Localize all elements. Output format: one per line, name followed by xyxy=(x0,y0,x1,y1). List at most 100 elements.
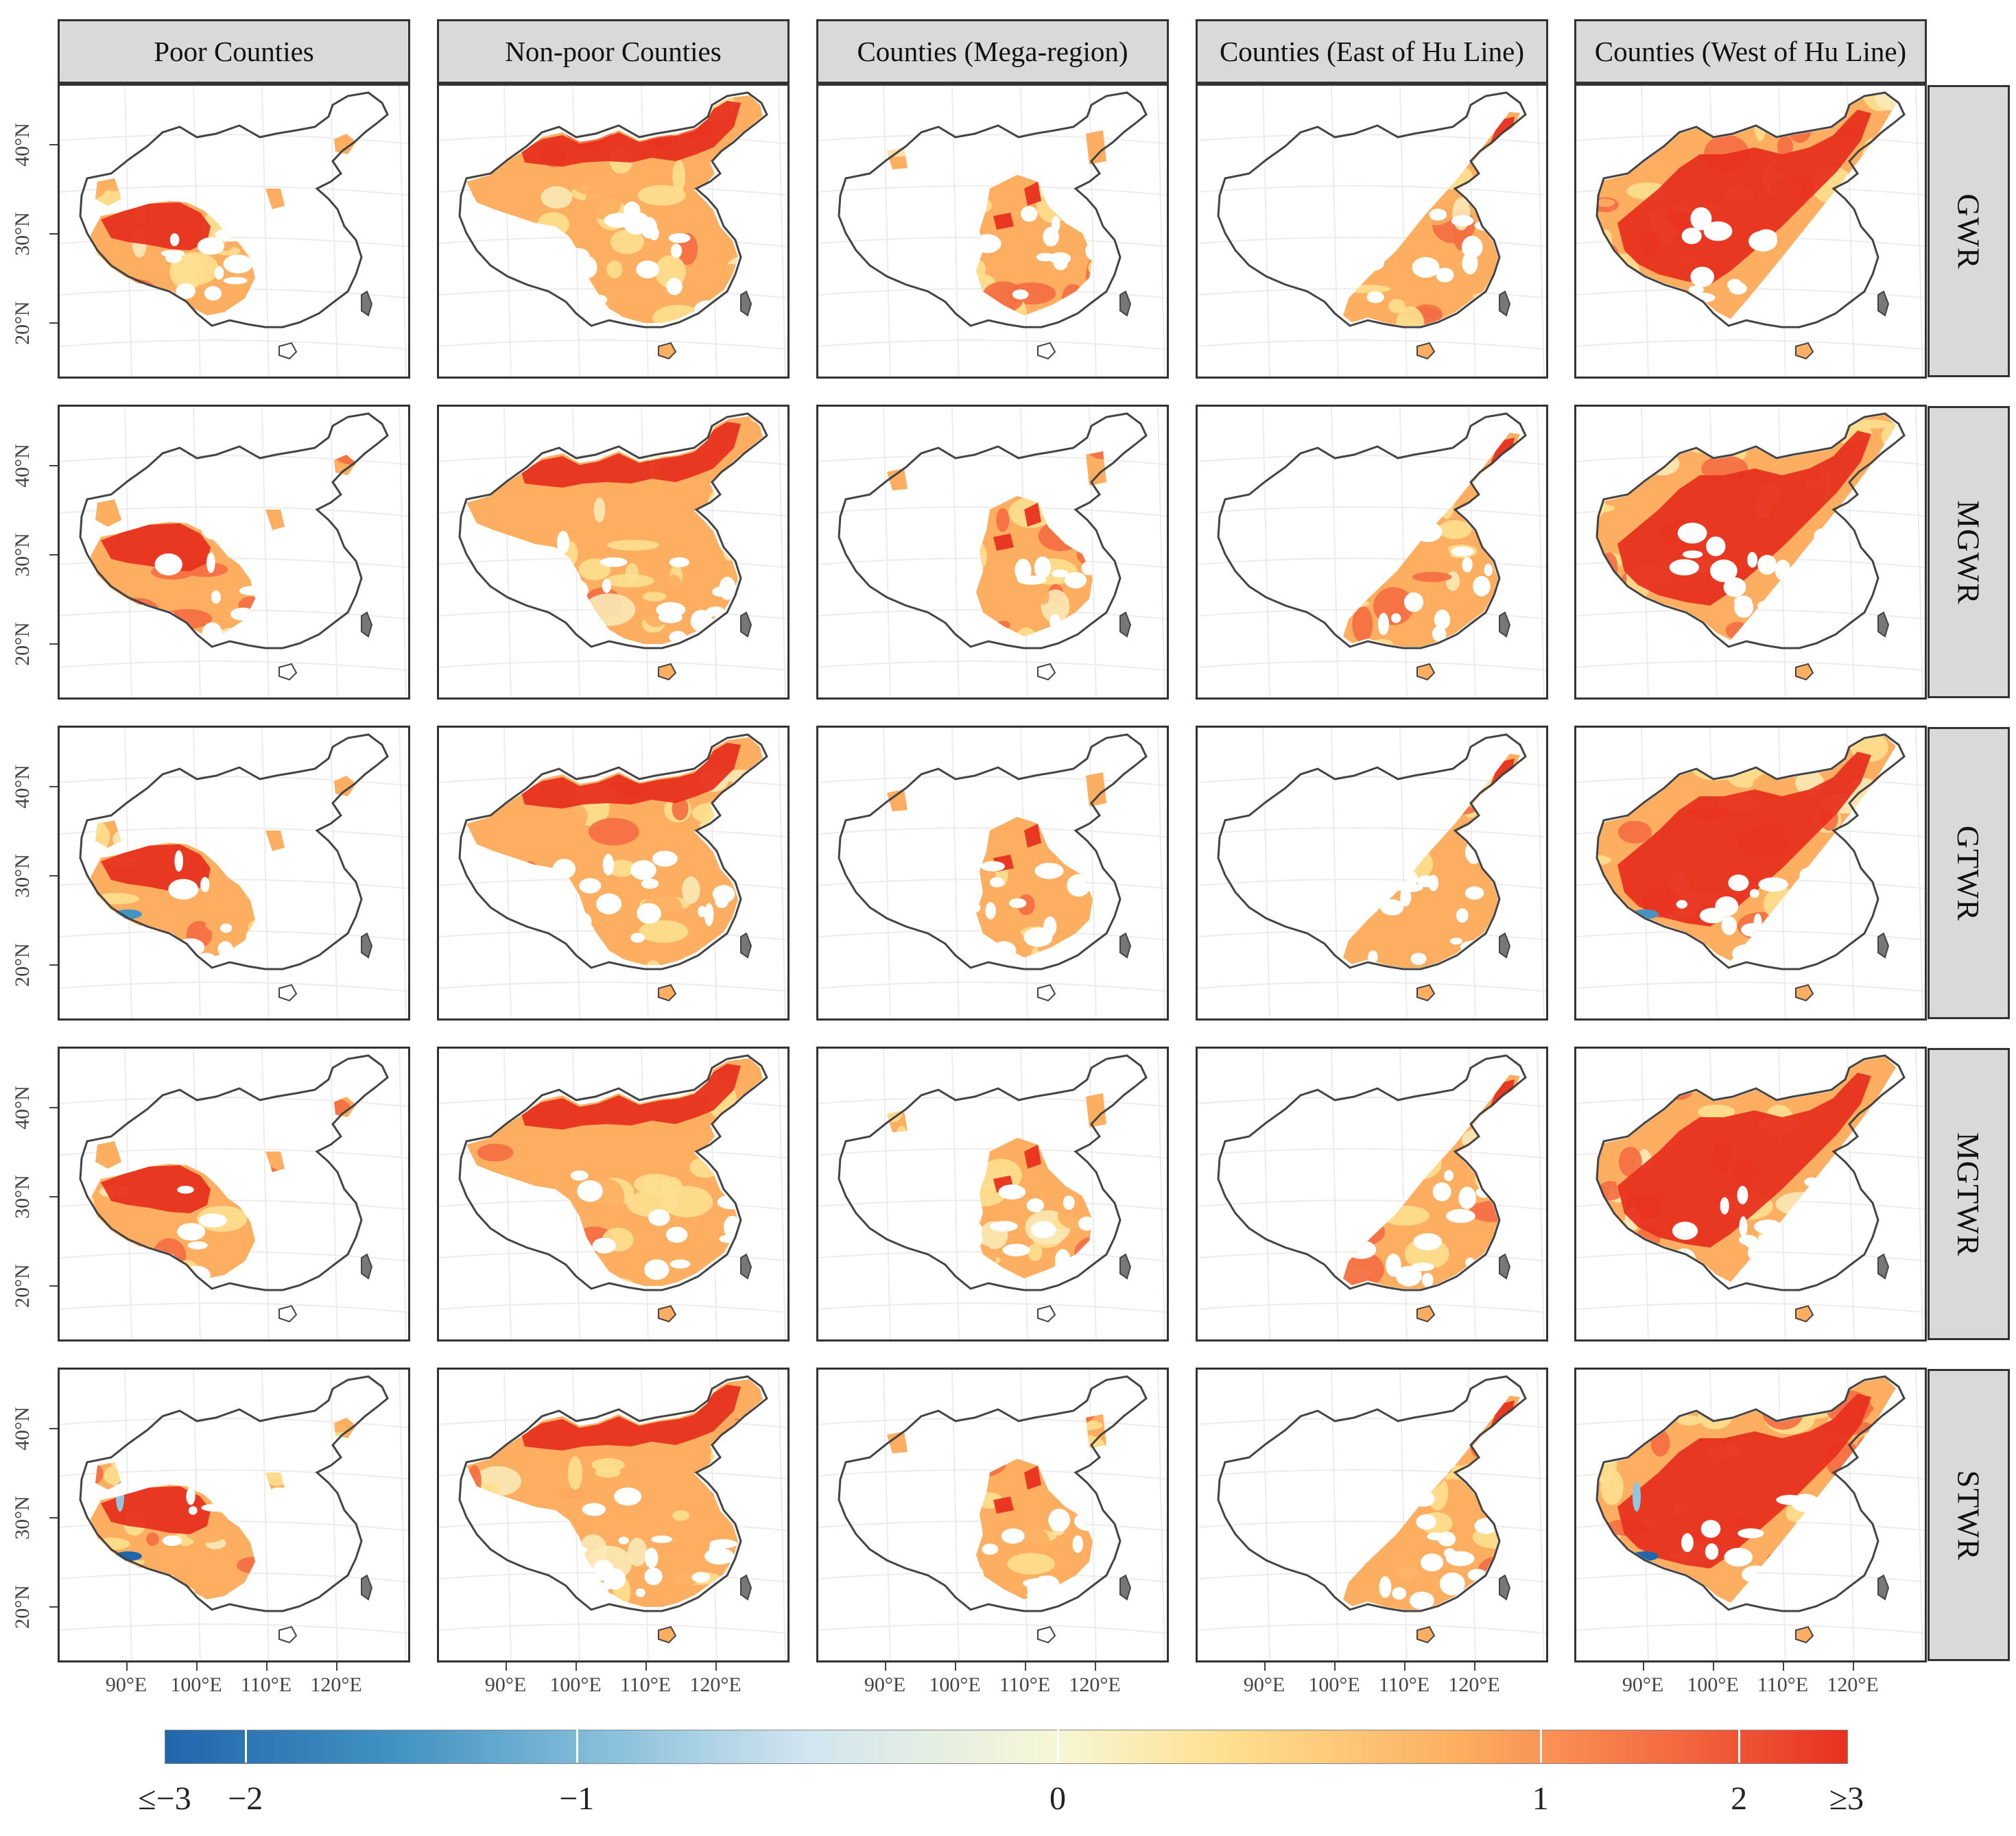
taiwan-island xyxy=(361,1574,373,1601)
x-tick xyxy=(336,1662,337,1671)
hainan-island xyxy=(1037,983,1056,1002)
china-outline xyxy=(1596,733,1906,970)
coefficient-fill xyxy=(91,776,356,957)
map-panel-stwr-2 xyxy=(437,1368,790,1662)
taiwan-island xyxy=(1119,290,1132,317)
hainan-island xyxy=(1416,342,1436,360)
x-axis-label: 110°E xyxy=(1757,1673,1809,1696)
hainan-island xyxy=(1795,663,1814,681)
colorbar-tick xyxy=(1738,1730,1741,1763)
coefficient-fill xyxy=(1598,94,1896,319)
coefficient-fill xyxy=(887,451,1106,636)
colorbar-label: 0 xyxy=(1049,1780,1066,1817)
graticule xyxy=(1198,407,1546,698)
coefficient-fill xyxy=(887,130,1106,315)
china-outline xyxy=(458,91,768,329)
map-panel-stwr-1 xyxy=(58,1368,410,1662)
x-axis-label: 110°E xyxy=(619,1673,672,1696)
map-panel-mgtwr-4 xyxy=(1196,1047,1548,1342)
map-panel-gtwr-3 xyxy=(816,726,1169,1021)
row-header-mgwr: MGWR xyxy=(1928,406,2010,698)
colorbar-tick xyxy=(576,1730,578,1763)
taiwan-island xyxy=(740,1574,752,1601)
china-outline xyxy=(838,1054,1148,1291)
y-axis-label: 40°N xyxy=(11,1086,34,1130)
map-panel-gwr-4 xyxy=(1196,84,1548,379)
coefficient-fill xyxy=(91,455,356,636)
graticule xyxy=(818,86,1167,377)
y-tick xyxy=(49,1285,58,1287)
y-axis-label: 30°N xyxy=(11,533,34,577)
coefficient-fill xyxy=(466,1058,763,1286)
china-outline xyxy=(1596,1375,1906,1612)
taiwan-island xyxy=(740,932,752,959)
coefficient-fill xyxy=(1343,433,1520,647)
hainan-island xyxy=(1416,663,1436,681)
taiwan-island xyxy=(740,290,752,317)
china-outline xyxy=(458,1054,768,1291)
coefficient-fill xyxy=(887,1414,1106,1599)
x-axis-label: 90°E xyxy=(484,1673,527,1696)
hainan-island xyxy=(1416,1625,1436,1644)
x-tick xyxy=(1025,1662,1026,1671)
x-axis-label: 90°E xyxy=(1243,1673,1285,1696)
map-panel-gwr-2 xyxy=(437,84,790,379)
hainan-island xyxy=(278,983,298,1002)
hainan-island xyxy=(658,983,677,1002)
graticule xyxy=(60,407,408,698)
x-tick xyxy=(1264,1662,1266,1671)
graticule xyxy=(1198,1049,1546,1339)
y-tick xyxy=(49,1107,58,1108)
taiwan-island xyxy=(1877,1253,1890,1280)
y-axis-label: 20°N xyxy=(11,622,34,666)
y-axis-label: 20°N xyxy=(11,301,34,345)
y-axis-label: 40°N xyxy=(11,123,34,167)
y-axis-label: 40°N xyxy=(11,444,34,488)
colorbar-label: ≥3 xyxy=(1829,1780,1864,1817)
x-axis-label: 120°E xyxy=(310,1673,362,1696)
china-outline xyxy=(1217,1054,1527,1291)
x-tick xyxy=(1474,1662,1475,1671)
taiwan-island xyxy=(1119,611,1132,638)
x-tick xyxy=(196,1662,198,1671)
map-panel-gwr-1 xyxy=(58,84,410,379)
y-axis-label: 30°N xyxy=(11,212,34,256)
map-panel-gwr-3 xyxy=(816,84,1169,379)
x-axis-label: 120°E xyxy=(1069,1673,1121,1696)
y-tick xyxy=(49,233,58,235)
china-outline xyxy=(79,733,389,970)
coefficient-fill xyxy=(1343,1075,1520,1289)
taiwan-island xyxy=(361,1253,373,1280)
y-tick xyxy=(49,1428,58,1429)
hainan-island xyxy=(1416,1304,1436,1323)
taiwan-island xyxy=(1877,290,1890,317)
hainan-island xyxy=(278,663,298,681)
colorbar-label: −1 xyxy=(559,1780,595,1817)
map-panel-gwr-5 xyxy=(1574,84,1927,379)
china-outline xyxy=(838,1375,1148,1612)
coefficient-fill xyxy=(91,1418,356,1599)
map-panel-gtwr-5 xyxy=(1574,726,1927,1021)
row-header-gwr: GWR xyxy=(1928,85,2010,377)
colorbar-label: ≤−3 xyxy=(138,1780,191,1817)
map-panel-stwr-5 xyxy=(1574,1368,1927,1662)
coefficient-fill xyxy=(1598,736,1896,961)
taiwan-island xyxy=(1119,1574,1132,1601)
hainan-island xyxy=(278,1304,298,1323)
china-outline xyxy=(1596,412,1906,649)
hainan-island xyxy=(658,663,677,681)
taiwan-island xyxy=(1119,932,1132,959)
colorbar-tick xyxy=(1057,1730,1059,1763)
china-outline xyxy=(1217,733,1527,970)
coefficient-fill xyxy=(1598,415,1896,640)
x-tick xyxy=(1095,1662,1096,1671)
china-outline xyxy=(458,1375,768,1612)
y-axis-label: 40°N xyxy=(11,1407,34,1451)
x-axis-label: 100°E xyxy=(170,1673,222,1696)
y-tick xyxy=(49,964,58,966)
x-tick xyxy=(885,1662,886,1671)
x-tick xyxy=(1404,1662,1406,1671)
china-outline xyxy=(79,1054,389,1291)
y-tick xyxy=(49,1517,58,1518)
china-outline xyxy=(1596,91,1906,329)
